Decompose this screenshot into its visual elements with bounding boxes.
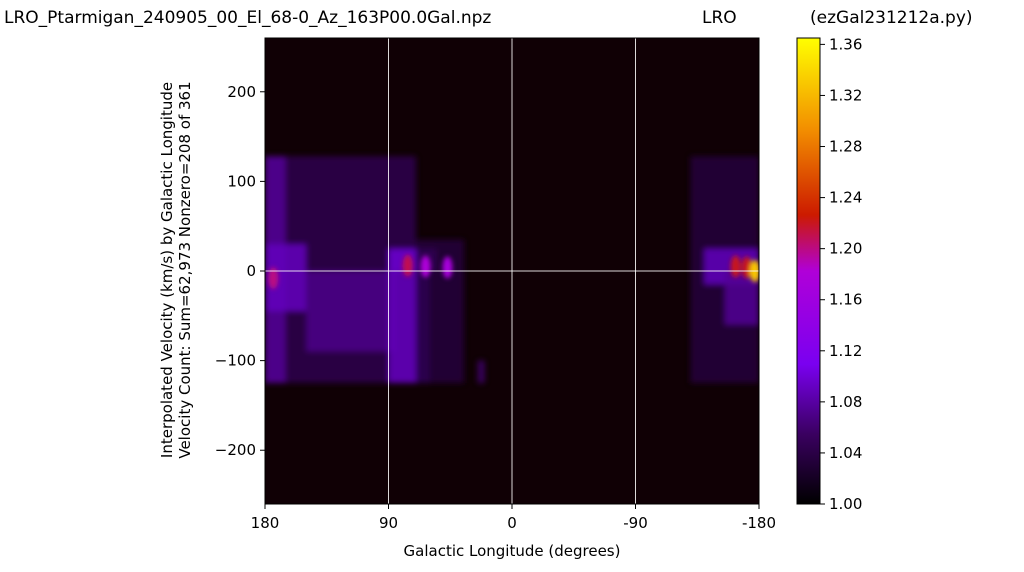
colorbar-tick-label: 1.04	[829, 444, 862, 462]
x-tick-label: 0	[507, 514, 517, 532]
y-tick-label: −100	[215, 352, 256, 370]
x-tick-label: 90	[379, 514, 398, 532]
y-axis: 200 100 0 −100 −200	[215, 83, 265, 459]
y-tick-label: 0	[246, 262, 256, 280]
colorbar-tick-label: 1.24	[829, 189, 862, 207]
x-tick-label: -180	[742, 514, 776, 532]
colorbar-tick-label: 1.16	[829, 291, 862, 309]
heatmap-region-7	[477, 360, 485, 384]
colorbar-tick-label: 1.32	[829, 86, 862, 104]
heatmap-hot-spot-4	[730, 255, 741, 278]
colorbar-tick-label: 1.00	[829, 495, 862, 513]
heatmap-hot-spot-0	[268, 267, 279, 290]
grid-lines	[265, 38, 759, 504]
heatmap-region-3	[306, 271, 396, 352]
heatmap-hot-spot-5	[741, 256, 752, 279]
chart-title-file: LRO_Ptarmigan_240905_00_El_68-0_Az_163P0…	[4, 8, 492, 28]
x-tick-label: 180	[251, 514, 280, 532]
colorbar-tick-label: 1.28	[829, 138, 862, 156]
heatmap-hot-spot-2	[420, 255, 431, 278]
chart-title-station: LRO	[702, 8, 737, 28]
colorbar-tick-label: 1.08	[829, 393, 862, 411]
colorbar-axis: 1.00 1.04 1.08 1.12 1.16 1.20 1.24 1.28 1.32 1.36	[820, 35, 862, 513]
colorbar-tick-label: 1.20	[829, 240, 862, 258]
chart-title-script: (ezGal231212a.py)	[810, 8, 973, 28]
y-axis-label-line-2: Velocity Count: Sum=62,973 Nonzero=208 o…	[176, 81, 194, 458]
y-tick-label: 200	[227, 83, 256, 101]
y-axis-label-line-1: Interpolated Velocity (km/s) by Galactic…	[158, 82, 176, 458]
colorbar-tick-label: 1.12	[829, 342, 862, 360]
heatmap-hot-spot-3	[442, 256, 453, 279]
x-axis-label: Galactic Longitude (degrees)	[404, 542, 621, 560]
y-axis-label: Interpolated Velocity (km/s) by Galactic…	[158, 81, 194, 458]
heatmap-hot-spot-1	[402, 254, 413, 277]
y-tick-label: −200	[215, 441, 256, 459]
x-axis: 180 90 0 -90 -180	[251, 504, 776, 532]
colorbar	[796, 37, 821, 505]
x-tick-label: -90	[623, 514, 648, 532]
y-tick-label: 100	[227, 172, 256, 190]
colorbar-tick-label: 1.36	[829, 35, 862, 53]
